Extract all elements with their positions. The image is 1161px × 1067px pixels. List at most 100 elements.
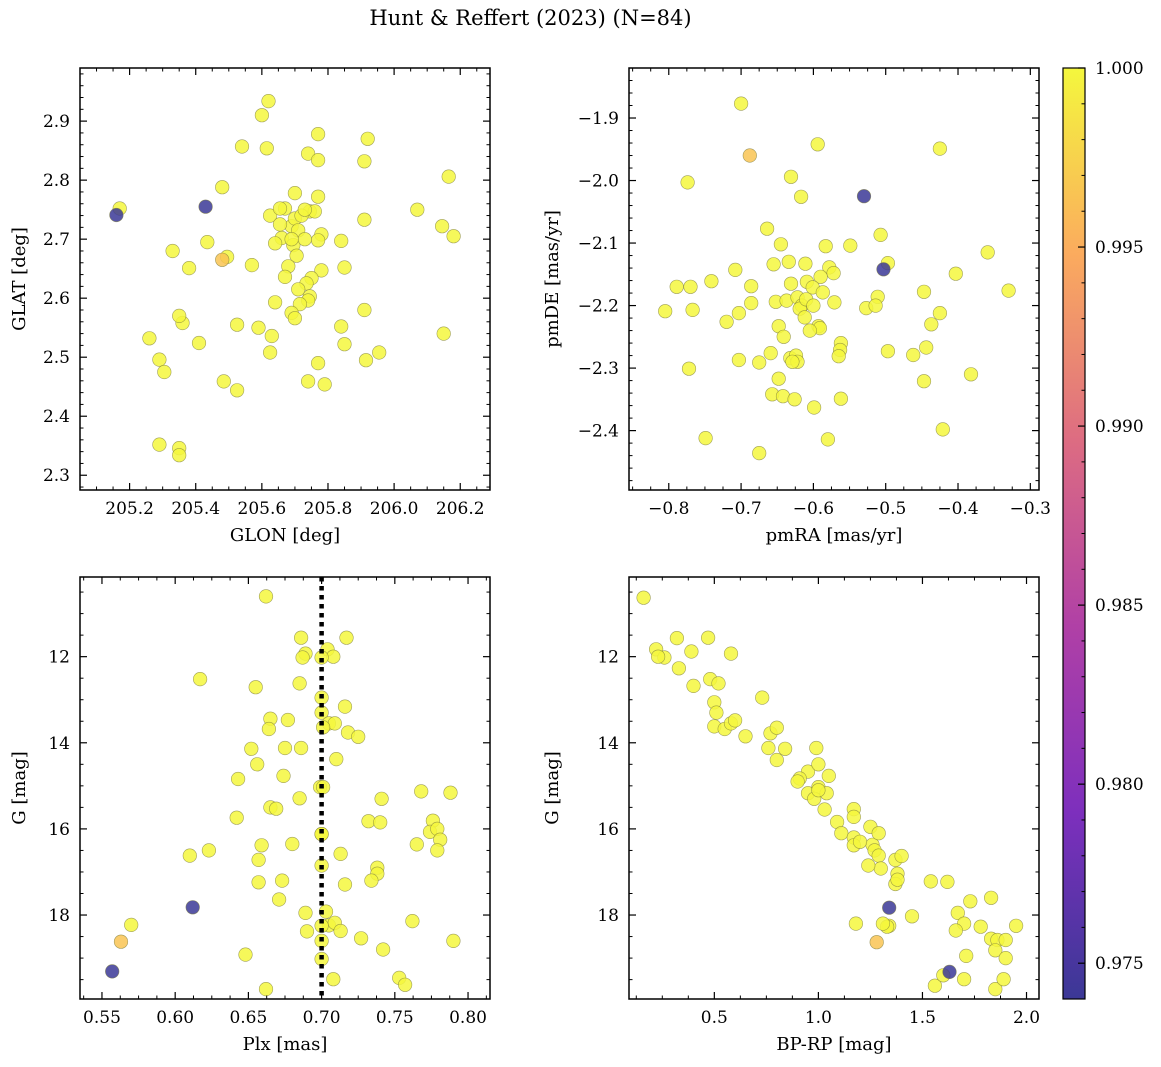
axes-frame-pmra-pmde bbox=[628, 67, 1040, 491]
y-tick-label: −2.4 bbox=[578, 422, 619, 442]
data-point bbox=[311, 189, 326, 204]
data-point bbox=[856, 189, 872, 204]
data-point bbox=[959, 948, 974, 964]
data-point bbox=[259, 141, 274, 156]
data-point bbox=[973, 919, 988, 934]
data-point bbox=[873, 227, 888, 242]
data-point bbox=[229, 810, 244, 825]
data-point bbox=[333, 846, 348, 862]
data-point bbox=[329, 751, 344, 767]
data-point bbox=[755, 690, 770, 705]
data-point bbox=[435, 219, 450, 234]
data-point bbox=[811, 757, 826, 772]
data-point bbox=[820, 432, 836, 447]
data-point bbox=[258, 981, 274, 997]
data-point bbox=[684, 644, 699, 659]
data-point bbox=[446, 229, 461, 244]
data-point bbox=[339, 630, 354, 645]
data-point bbox=[869, 935, 884, 950]
data-point bbox=[777, 741, 793, 756]
data-point bbox=[113, 934, 129, 949]
data-point bbox=[759, 221, 775, 236]
y-tick-label: 2.7 bbox=[43, 230, 70, 250]
data-point bbox=[810, 137, 825, 152]
data-point bbox=[446, 933, 461, 949]
x-tick-label: 0.80 bbox=[449, 1008, 487, 1028]
data-point bbox=[882, 900, 897, 915]
data-point bbox=[681, 361, 697, 376]
data-point bbox=[704, 274, 719, 289]
y-axis-label: GLAT [deg] bbox=[9, 227, 30, 331]
data-point bbox=[314, 263, 329, 278]
data-point bbox=[744, 279, 759, 294]
data-point bbox=[251, 852, 266, 868]
data-point bbox=[193, 671, 208, 687]
data-point bbox=[781, 254, 796, 269]
data-point bbox=[430, 843, 445, 858]
data-point bbox=[124, 917, 139, 933]
x-tick-label: 206.2 bbox=[436, 499, 485, 519]
data-point bbox=[956, 972, 972, 987]
data-point bbox=[919, 340, 934, 355]
y-tick-label: −2.1 bbox=[578, 234, 619, 254]
data-point bbox=[250, 757, 265, 772]
axes-frame-plx-g bbox=[79, 576, 491, 1000]
data-point bbox=[292, 791, 307, 806]
data-point bbox=[650, 649, 666, 664]
data-point bbox=[357, 302, 372, 318]
data-point bbox=[238, 947, 253, 962]
data-point bbox=[821, 768, 836, 784]
x-tick-label: 0.65 bbox=[229, 1008, 267, 1028]
data-point bbox=[998, 950, 1013, 966]
data-point bbox=[873, 861, 888, 876]
data-point bbox=[723, 646, 739, 661]
data-point bbox=[932, 306, 948, 321]
data-point bbox=[287, 186, 303, 201]
data-point bbox=[988, 943, 1003, 958]
points-plx-g bbox=[105, 589, 461, 997]
data-point bbox=[358, 353, 374, 368]
data-point bbox=[311, 356, 326, 371]
data-point bbox=[948, 266, 963, 281]
data-point bbox=[942, 964, 957, 980]
data-point bbox=[935, 422, 950, 437]
data-point bbox=[686, 678, 701, 694]
data-point bbox=[142, 331, 157, 346]
data-point bbox=[787, 392, 802, 407]
data-point bbox=[798, 256, 813, 271]
data-point bbox=[405, 913, 420, 929]
data-point bbox=[280, 712, 296, 728]
data-point bbox=[963, 894, 978, 909]
data-point bbox=[216, 374, 231, 389]
data-point bbox=[436, 326, 451, 341]
colorbar: 0.975 0.980 0.985 0.990 0.995 1.000 bbox=[1062, 59, 1144, 1000]
data-point bbox=[333, 923, 348, 939]
data-point bbox=[1001, 283, 1016, 298]
data-point bbox=[685, 302, 700, 318]
x-tick-label: −0.7 bbox=[720, 499, 761, 519]
data-point bbox=[272, 201, 288, 216]
y-axis-label: G [mag] bbox=[542, 751, 563, 824]
colorbar-ticks: 0.975 0.980 0.985 0.990 0.995 1.000 bbox=[1078, 59, 1144, 1000]
data-point bbox=[152, 352, 167, 367]
y-tick-label: −1.9 bbox=[578, 109, 619, 129]
data-point bbox=[924, 317, 939, 332]
data-point bbox=[806, 298, 821, 313]
data-point bbox=[711, 676, 726, 691]
data-point bbox=[1008, 918, 1024, 933]
data-point bbox=[172, 448, 187, 463]
data-point bbox=[636, 590, 651, 605]
panel-bprp-g: 0.5 1.0 1.5 2.0 12 14 16 18 BP-RP [mag] G [mag] bbox=[542, 576, 1040, 1055]
data-point bbox=[109, 207, 124, 223]
data-point bbox=[337, 337, 352, 352]
x-tick-label: −0.6 bbox=[793, 499, 834, 519]
colorbar-tick-label: 0.975 bbox=[1095, 954, 1144, 974]
data-point bbox=[277, 269, 293, 285]
data-point bbox=[291, 282, 306, 297]
x-tick-label: 1.0 bbox=[805, 1008, 832, 1028]
data-point bbox=[996, 972, 1011, 987]
data-point bbox=[709, 705, 724, 720]
data-point bbox=[269, 801, 284, 816]
x-tick-label: 2.0 bbox=[1013, 1008, 1040, 1028]
